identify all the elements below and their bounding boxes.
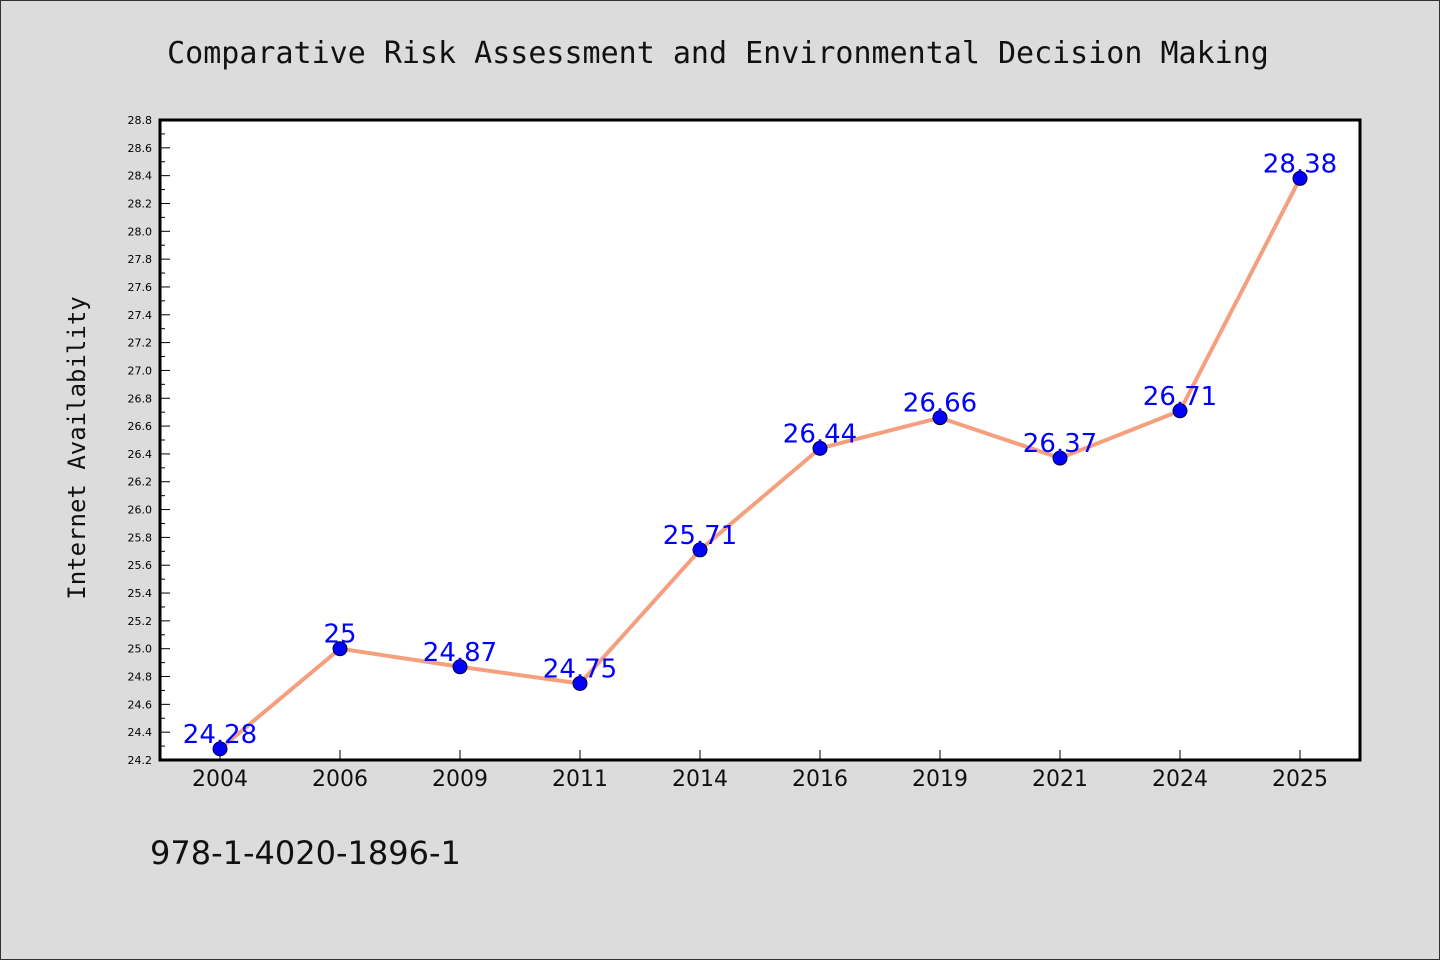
data-point-marker [332,641,348,657]
y-tick-label: 26.8 [128,392,153,405]
y-tick-label: 27.0 [128,364,153,377]
y-tick-label: 27.8 [128,253,153,266]
data-point-marker [452,659,468,675]
data-point-marker [1052,450,1068,466]
data-point-marker [932,410,948,426]
y-tick-label: 27.6 [128,281,153,294]
data-point-marker [212,741,228,757]
data-label: 25.71 [663,521,737,551]
y-tick-label: 25.4 [128,587,153,600]
data-point-marker [572,675,588,691]
data-label: 26.71 [1143,382,1217,412]
data-label: 26.44 [783,419,857,449]
x-tick-label: 2021 [1032,767,1088,792]
x-tick-label: 2004 [192,767,248,792]
data-point-marker [1292,170,1308,186]
y-tick-label: 26.0 [128,504,153,517]
plot-area [158,118,1362,762]
x-tick-label: 2006 [312,767,368,792]
y-tick-label: 25.6 [128,559,153,572]
x-axis: 2004 2006 2009 2011 2014 2016 2019 2021 2024 2025 [192,750,1328,792]
x-tick-label: 2019 [912,767,968,792]
y-tick-label: 28.6 [128,142,153,155]
y-tick-label: 26.2 [128,476,153,489]
y-tick-label: 28.4 [128,170,153,183]
y-axis-label: Internet Availability [63,296,91,599]
data-label: 25 [323,620,356,650]
data-label: 26.66 [903,389,977,419]
data-label: 26.37 [1023,429,1097,459]
data-point-marker [812,440,828,456]
footer-note: 978-1-4020-1896-1 [150,834,461,872]
x-tick-label: 2011 [552,767,608,792]
y-tick-label: 26.4 [128,448,153,461]
y-tick-label: 27.4 [128,309,153,322]
x-tick-label: 2024 [1152,767,1208,792]
y-tick-label: 25.2 [128,615,153,628]
y-tick-label: 25.0 [128,643,153,656]
series-line [218,177,1302,751]
data-point-marker [692,542,708,558]
y-tick-label: 25.8 [128,531,153,544]
y-tick-label: 28.0 [128,225,153,238]
y-tick-label: 24.4 [128,726,153,739]
data-point-marker [1172,403,1188,419]
data-label: 24.75 [543,654,617,684]
x-tick-label: 2014 [672,767,728,792]
y-tick-label: 28.8 [128,114,153,127]
data-label: 24.87 [423,638,497,668]
x-tick-label: 2025 [1272,767,1328,792]
series-group: 24.28 25 24.87 24.75 25.71 26.44 26.66 26.37 26.… [183,149,1337,757]
chart-title: Comparative Risk Assessment and Environm… [167,36,1269,71]
y-tick-label: 26.6 [128,420,153,433]
data-label: 28.38 [1263,149,1337,179]
x-tick-label: 2016 [792,767,848,792]
y-tick-label: 28.2 [128,197,153,210]
x-tick-label: 2009 [432,767,488,792]
data-label: 24.28 [183,720,257,750]
y-tick-label: 24.2 [128,754,153,767]
y-axis: 24.2 24.4 24.6 24.8 25.0 25.2 25.4 25.6 25.8 26.0… [128,114,170,767]
y-tick-label: 27.2 [128,337,153,350]
y-tick-label: 24.6 [128,698,153,711]
y-tick-label: 24.8 [128,671,153,684]
